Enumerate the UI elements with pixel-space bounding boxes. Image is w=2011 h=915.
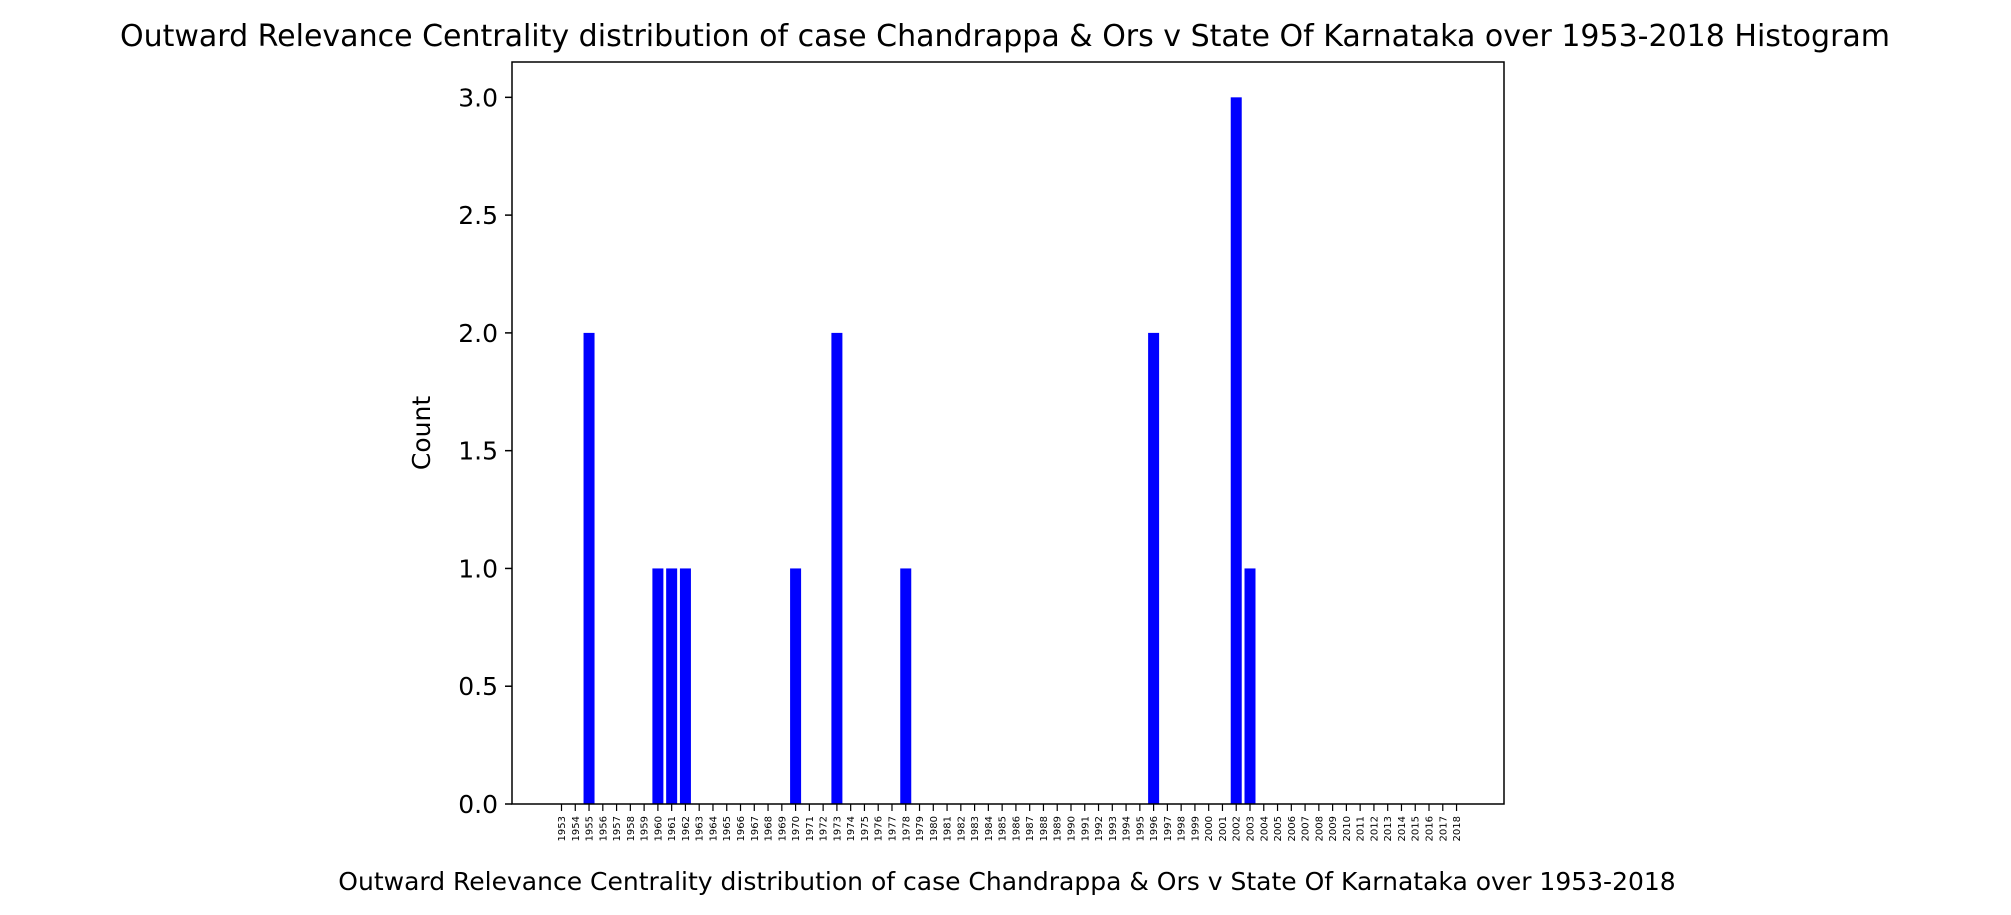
x-tick-label-1994: 1994 <box>1122 816 1133 841</box>
x-tick-label-1999: 1999 <box>1190 816 1201 841</box>
x-tick-label-2009: 2009 <box>1328 816 1339 841</box>
x-tick-label-1957: 1957 <box>612 816 623 841</box>
x-tick-label-2008: 2008 <box>1314 816 1325 841</box>
x-axis: 1953 1954 1955 1956 1957 1958 1959 1960 1961 1962… <box>557 804 1463 841</box>
x-tick-label-2017: 2017 <box>1438 816 1449 841</box>
x-axis-label: Outward Relevance Centrality distributio… <box>338 867 1675 896</box>
y-tick-label: 1.0 <box>458 554 498 583</box>
x-tick-label-1997: 1997 <box>1163 816 1174 841</box>
x-tick-label-1953: 1953 <box>557 816 568 841</box>
y-tick-label: 2.0 <box>458 319 498 348</box>
x-tick-label-1956: 1956 <box>598 816 609 841</box>
bar-1970 <box>790 568 802 804</box>
x-tick-label-2005: 2005 <box>1273 816 1284 841</box>
x-tick-label-2016: 2016 <box>1425 816 1436 841</box>
x-tick-label-1965: 1965 <box>722 816 733 841</box>
x-tick-label-1959: 1959 <box>640 816 651 841</box>
x-tick-label-1977: 1977 <box>887 816 898 841</box>
x-tick-label-1998: 1998 <box>1177 816 1188 841</box>
x-tick-label-2012: 2012 <box>1369 816 1380 841</box>
bar-2003 <box>1244 568 1256 804</box>
x-tick-label-1958: 1958 <box>626 816 637 841</box>
x-tick-label-1960: 1960 <box>653 816 664 841</box>
x-tick-label-1955: 1955 <box>585 816 596 841</box>
x-tick-label-1995: 1995 <box>1135 816 1146 841</box>
x-tick-label-1983: 1983 <box>970 816 981 841</box>
y-axis: 0.0 0.5 1.0 1.5 2.0 2.5 3.0 <box>458 83 512 819</box>
x-tick-label-1987: 1987 <box>1025 816 1036 841</box>
x-tick-label-2003: 2003 <box>1246 816 1257 841</box>
x-tick-label-1988: 1988 <box>1039 816 1050 841</box>
x-tick-label-1963: 1963 <box>695 816 706 841</box>
bar-1960 <box>652 568 664 804</box>
x-tick-label-1985: 1985 <box>998 816 1009 841</box>
x-tick-label-1970: 1970 <box>791 816 802 841</box>
x-tick-label-1991: 1991 <box>1080 816 1091 841</box>
bar-2002 <box>1230 97 1242 804</box>
y-tick-label: 3.0 <box>458 83 498 112</box>
x-tick-label-2013: 2013 <box>1383 816 1394 841</box>
x-tick-label-2014: 2014 <box>1397 816 1408 841</box>
x-tick-label-1967: 1967 <box>750 816 761 841</box>
bar-1973 <box>831 332 843 804</box>
x-tick-label-1964: 1964 <box>708 816 719 841</box>
y-tick-label: 0.0 <box>458 790 498 819</box>
x-tick-label-1954: 1954 <box>571 816 582 841</box>
x-tick-label-1971: 1971 <box>805 816 816 841</box>
plot-frame <box>511 61 1505 805</box>
x-tick-label-1969: 1969 <box>777 816 788 841</box>
x-tick-label-2007: 2007 <box>1301 816 1312 841</box>
x-tick-label-1992: 1992 <box>1094 816 1105 841</box>
y-tick-label: 0.5 <box>458 672 498 701</box>
x-tick-label-1974: 1974 <box>846 816 857 841</box>
x-tick-label-1966: 1966 <box>736 816 747 841</box>
y-axis-label: Count <box>407 396 436 470</box>
x-tick-label-1962: 1962 <box>681 816 692 841</box>
x-tick-label-1981: 1981 <box>943 816 954 841</box>
x-tick-label-2001: 2001 <box>1218 816 1229 841</box>
x-tick-label-1993: 1993 <box>1108 816 1119 841</box>
bar-1961 <box>666 568 678 804</box>
bar-1955 <box>583 332 595 804</box>
x-tick-label-2011: 2011 <box>1356 816 1367 841</box>
x-tick-label-1975: 1975 <box>860 816 871 841</box>
x-tick-label-2004: 2004 <box>1259 816 1270 841</box>
x-tick-label-2018: 2018 <box>1452 816 1463 841</box>
y-tick-label: 1.5 <box>458 437 498 466</box>
x-tick-label-1976: 1976 <box>874 816 885 841</box>
x-tick-label-1996: 1996 <box>1149 816 1160 841</box>
x-tick-label-2010: 2010 <box>1342 816 1353 841</box>
x-tick-label-2000: 2000 <box>1204 816 1215 841</box>
y-tick-label: 2.5 <box>458 201 498 230</box>
x-tick-label-2006: 2006 <box>1287 816 1298 841</box>
x-tick-label-1961: 1961 <box>667 816 678 841</box>
x-tick-label-1979: 1979 <box>915 816 926 841</box>
x-tick-label-1989: 1989 <box>1053 816 1064 841</box>
bar-1962 <box>679 568 691 804</box>
x-tick-label-2002: 2002 <box>1232 816 1243 841</box>
x-tick-label-1986: 1986 <box>1011 816 1022 841</box>
plot-area: 0.00.51.01.52.02.53.0 1953 1954 1955 1956 19… <box>458 61 1505 841</box>
bar-1996 <box>1148 332 1160 804</box>
x-tick-label-1973: 1973 <box>832 816 843 841</box>
x-tick-label-1980: 1980 <box>929 816 940 841</box>
x-tick-label-1982: 1982 <box>956 816 967 841</box>
x-tick-label-2015: 2015 <box>1411 816 1422 841</box>
x-tick-label-1984: 1984 <box>984 816 995 841</box>
x-tick-label-1990: 1990 <box>1066 816 1077 841</box>
chart-title: Outward Relevance Centrality distributio… <box>120 19 1890 54</box>
x-tick-label-1968: 1968 <box>764 816 775 841</box>
x-tick-label-1972: 1972 <box>819 816 830 841</box>
x-tick-label-1978: 1978 <box>901 816 912 841</box>
bar-1978 <box>900 568 912 804</box>
bars-group <box>583 97 1256 804</box>
